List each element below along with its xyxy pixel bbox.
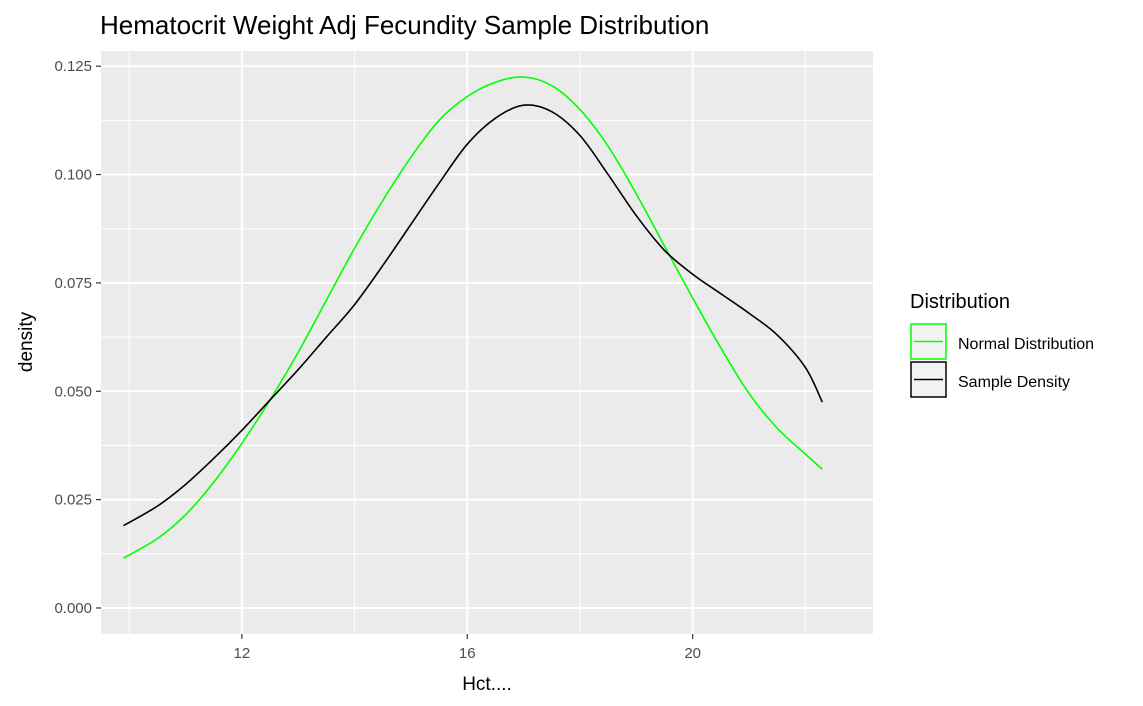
tick-labels: 12 16 20 0.000 0.025 0.050 0.075 0.100 0.125: [54, 58, 701, 662]
grid-major: [101, 51, 873, 634]
x-tick-label-0: 12: [234, 645, 251, 662]
series-line-sample-density: [123, 104, 823, 527]
y-tick-label-4: 0.100: [54, 167, 92, 184]
x-axis-title: Hct....: [462, 674, 512, 695]
grid-minor: [101, 51, 873, 634]
legend-label-sample: Sample Density: [958, 374, 1070, 391]
legend-title: Distribution: [910, 291, 1010, 313]
series-layer: [123, 76, 823, 559]
axis-ticks: [96, 65, 694, 639]
y-tick-label-3: 0.075: [54, 275, 92, 292]
series-line-normal-distribution: [123, 76, 823, 559]
x-tick-label-2: 20: [684, 645, 701, 662]
plot-panel: [101, 51, 873, 634]
y-tick-label-1: 0.025: [54, 492, 92, 509]
y-axis-title: density: [16, 311, 37, 372]
y-tick-label-0: 0.000: [54, 600, 92, 617]
chart-title: Hematocrit Weight Adj Fecundity Sample D…: [100, 10, 709, 40]
y-tick-label-5: 0.125: [54, 58, 92, 75]
legend-label-normal: Normal Distribution: [958, 336, 1094, 353]
x-tick-label-1: 16: [459, 645, 476, 662]
legend: Distribution Normal Distribution Sample …: [910, 291, 1094, 398]
y-tick-label-2: 0.050: [54, 383, 92, 400]
